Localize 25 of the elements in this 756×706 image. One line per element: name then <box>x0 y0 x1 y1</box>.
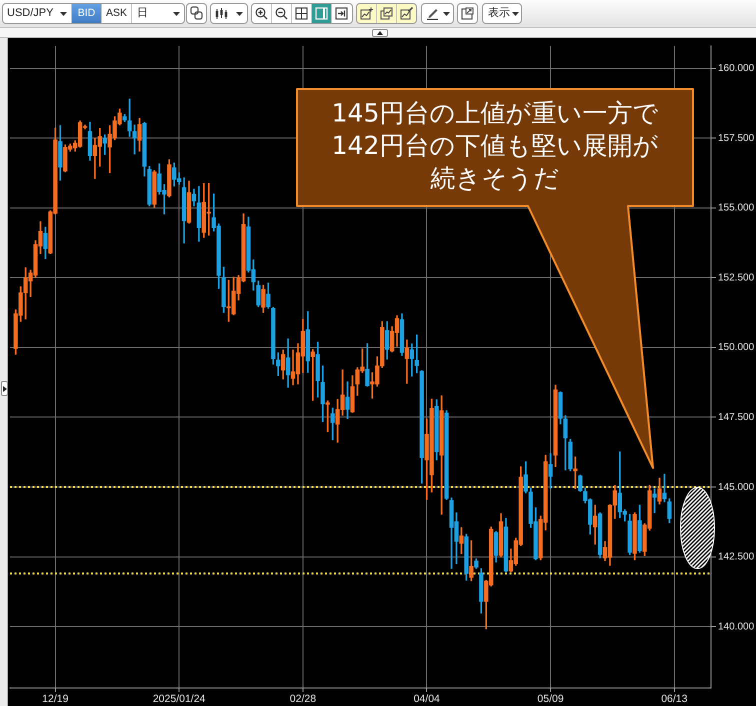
candlestick <box>132 124 137 154</box>
dropdown-field: 表示 <box>483 4 521 23</box>
x-tick-label: 2025/01/24 <box>152 693 206 706</box>
annotation: 145円台の上値が重い一方で142円台の下値も堅い展開が続きそうだ <box>332 98 658 192</box>
y-tick-label: 147.500 <box>718 412 755 423</box>
x-tick-label: 04/04 <box>414 693 440 706</box>
y-tick-label: 150.000 <box>718 342 755 354</box>
x-tick-label: 02/28 <box>290 693 316 706</box>
candlestick <box>662 474 667 502</box>
candlestick <box>652 488 657 514</box>
button: BID <box>72 4 102 23</box>
candlestick <box>404 340 410 384</box>
y-tick-label: 160.000 <box>718 63 755 74</box>
y-tick-label: 152.500 <box>718 272 755 284</box>
x-tick-label: 12/19 <box>42 693 69 706</box>
x-tick-label: 05/09 <box>537 693 564 706</box>
y-tick-label: 142.500 <box>718 552 755 563</box>
y-tick-label: 140.000 <box>718 621 755 632</box>
chart-title: USD/JPY <box>7 7 54 20</box>
x-tick-label: 06/13 <box>661 693 688 706</box>
y-tick-label: 155.000 <box>718 202 755 214</box>
dropdown-field: 日 <box>132 4 184 23</box>
button: ASK <box>102 4 132 23</box>
y-tick-label: 157.500 <box>718 132 755 144</box>
y-tick-label: 145.000 <box>718 482 755 493</box>
